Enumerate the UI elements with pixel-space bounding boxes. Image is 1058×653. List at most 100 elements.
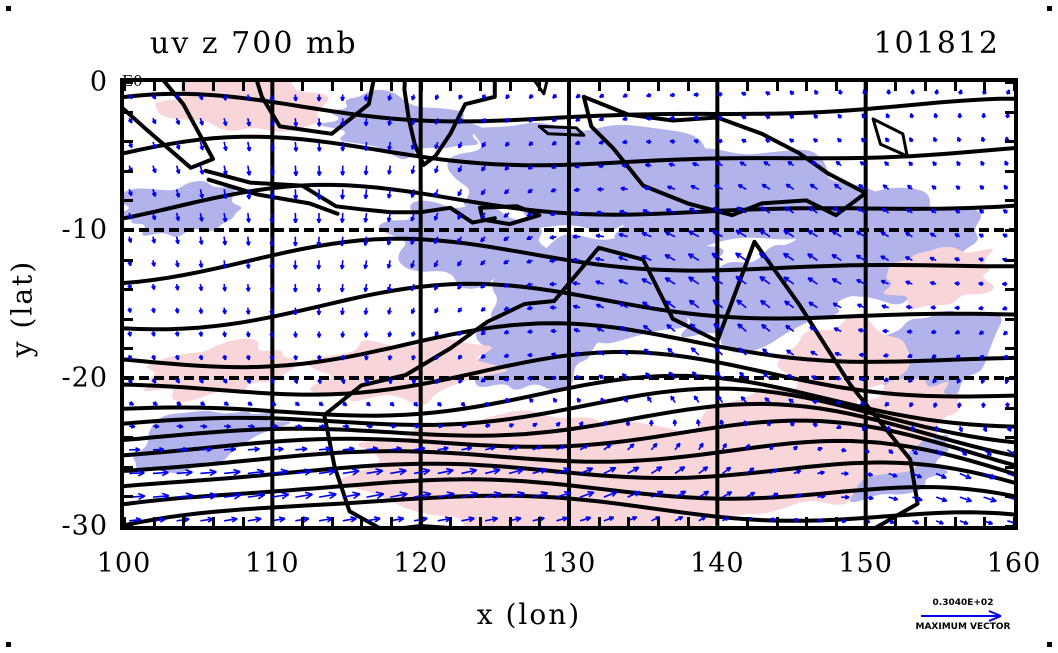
wind-vector [526,258,533,264]
yaxis-tick-label: -20 [61,362,108,394]
wind-vector [817,470,825,476]
wind-vector [690,184,700,191]
wind-vector [933,112,939,119]
wind-vector [480,212,486,219]
wind-vector [574,140,581,145]
axis-tick [716,82,720,91]
wind-vector [905,231,913,238]
wind-vector [719,419,725,427]
wind-vector [737,183,747,190]
wind-vector [650,442,658,451]
wind-vector [363,212,369,223]
wind-vector [433,212,439,221]
wind-vector [174,307,180,314]
wind-vector [579,490,595,498]
wind-vector [905,280,913,286]
wind-vector [930,208,937,214]
wind-vector [930,305,937,311]
wind-vector [882,184,890,190]
wind-vector [292,212,299,224]
wind-vector [644,372,652,380]
wind-vector [410,118,416,126]
yaxis-tick-labels: 0 -10 -20 -30 [0,0,118,653]
wind-vector [198,94,204,101]
wind-vector [295,446,308,453]
wind-vector [176,469,193,477]
wind-vector [199,141,205,151]
axis-tick [805,82,809,91]
wind-vector [721,442,727,451]
wind-vector [294,401,301,407]
wind-vector [575,375,581,380]
wind-vector [622,116,628,121]
wind-vector [527,164,534,170]
wind-vector [787,160,795,167]
axis-tick [597,82,601,91]
wind-vector [316,354,322,361]
xaxis-tick-label: 160 [986,548,1042,579]
wind-vector [674,516,684,522]
wind-vector [957,112,963,119]
yaxis-tick-label: 0 [89,66,108,98]
wind-vector [722,491,733,498]
wind-vector [413,467,431,476]
wind-vector [575,116,581,122]
wind-vector [365,401,371,407]
wind-vector [503,236,510,242]
wind-vector [200,468,217,477]
wind-vector [717,91,723,97]
xaxis-title: x (lon) [476,598,582,631]
wind-vector [983,449,992,456]
wind-vector [549,305,557,311]
wind-vector [812,422,818,428]
axis-tick [1005,169,1014,173]
axis-tick [1005,525,1014,528]
wind-vector [549,281,557,287]
wind-vector [784,300,795,309]
coastline-java-nusa [203,168,497,225]
wind-vector [528,117,534,123]
wind-vector [711,275,723,285]
axis-tick [508,517,512,526]
wind-vector [175,117,181,126]
wind-vector [980,378,986,384]
wind-vector [198,283,204,292]
wind-vector [785,183,795,190]
wind-vector [436,401,442,407]
wind-vector [711,252,723,262]
wind-vector [527,376,533,381]
wind-vector [789,90,795,96]
wind-vector [316,165,322,177]
axis-tick [419,82,423,91]
wind-vector [769,492,779,498]
wind-vector [741,115,747,120]
wind-vector [641,232,652,238]
wind-vector [129,469,145,477]
map-plot-frame [120,78,1018,530]
wind-vector [807,229,818,238]
wind-vector [760,206,771,214]
wind-vector [151,94,157,100]
wind-vector [129,423,136,429]
wind-vector [693,395,700,403]
wind-vector [481,94,487,100]
wind-vector [572,304,581,310]
wind-vector [434,283,439,291]
wind-vector [619,209,628,215]
wind-vector [618,255,628,262]
coastline-seram [537,124,586,137]
wind-vector [129,447,141,453]
wind-vector [886,89,892,95]
wind-vector [410,283,416,292]
wind-vector [576,397,582,403]
axis-tick [805,517,809,526]
wind-vector [387,141,393,151]
wind-vector [955,185,961,191]
wind-vector [269,236,275,247]
wind-vector [128,94,133,100]
wind-vector [931,353,937,359]
wind-vector [527,352,533,358]
wind-vector [646,396,653,403]
wind-vector [793,518,800,523]
wind-vector [788,138,795,144]
